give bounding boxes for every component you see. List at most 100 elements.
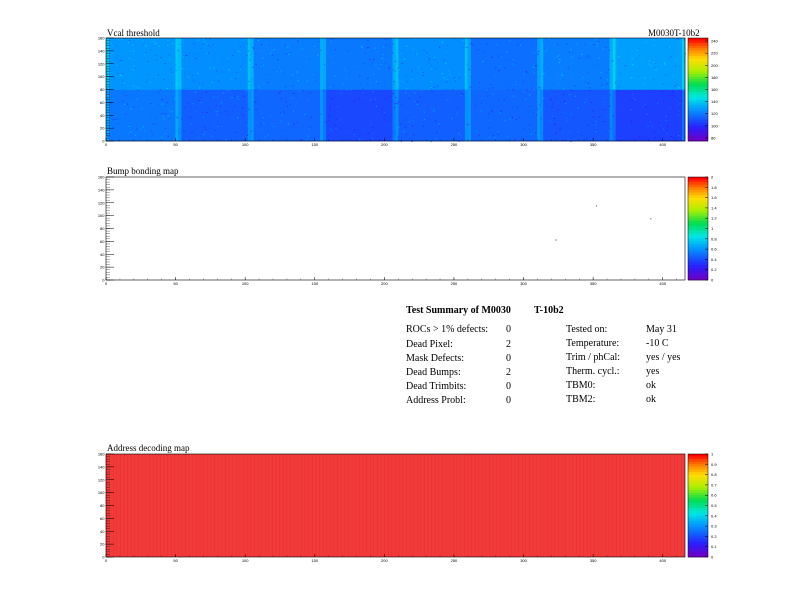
colorbar-band <box>688 464 708 468</box>
pixel-noise <box>204 131 206 133</box>
pixel-noise <box>498 100 500 102</box>
pixel-noise <box>676 90 678 92</box>
colorbar-band <box>688 68 708 72</box>
pixel-noise <box>260 123 262 125</box>
pixel-noise <box>110 103 112 105</box>
pixel-noise <box>375 63 377 65</box>
pixel-noise <box>459 127 461 129</box>
roc-cell <box>250 89 324 142</box>
colorbar-band <box>688 110 708 113</box>
pixel-noise <box>138 89 140 91</box>
pixel-noise <box>393 107 396 109</box>
pixel-noise <box>563 110 565 112</box>
pixel-noise <box>645 106 647 108</box>
pixel-noise <box>149 38 151 40</box>
pixel-noise <box>488 136 491 138</box>
colorbar-band <box>688 474 708 478</box>
pixel-noise <box>661 127 663 129</box>
pixel-noise <box>193 41 195 43</box>
pixel-noise <box>548 119 550 121</box>
pixel-noise <box>393 81 395 83</box>
pixel-noise <box>460 95 462 97</box>
pixel-noise <box>446 81 448 83</box>
pixel-noise <box>293 92 295 94</box>
pixel-noise <box>445 62 447 64</box>
y-tick-label: 160 <box>98 452 105 457</box>
colorbar-band <box>688 459 708 463</box>
summary-heading-right: T-10b2 <box>534 305 564 316</box>
pixel-noise <box>372 101 374 103</box>
pixel-noise <box>558 137 560 139</box>
colorbar-band <box>688 466 708 470</box>
roc-edge <box>609 38 613 90</box>
pixel-noise <box>155 117 157 119</box>
pixel-noise <box>661 90 663 92</box>
colorbar-band <box>688 66 708 70</box>
pixel-noise <box>247 125 249 127</box>
pixel-noise <box>557 109 559 111</box>
pixel-noise <box>609 129 611 131</box>
pixel-noise <box>404 126 407 128</box>
pixel-noise <box>515 104 517 106</box>
pixel-noise <box>405 92 407 94</box>
pixel-noise <box>431 91 433 93</box>
pixel-noise <box>270 38 272 40</box>
pixel-noise <box>195 58 197 60</box>
pixel-noise <box>389 95 392 97</box>
pixel-noise <box>578 115 581 117</box>
pixel-noise <box>283 93 285 95</box>
pixel-noise <box>578 57 580 59</box>
pixel-noise <box>230 117 233 119</box>
pixel-noise <box>185 54 187 56</box>
pixel-noise <box>180 74 182 76</box>
pixel-noise <box>606 71 609 73</box>
pixel-noise <box>662 83 664 85</box>
pixel-noise <box>388 68 391 70</box>
pixel-noise <box>120 111 122 113</box>
pixel-noise <box>183 39 185 41</box>
pixel-noise <box>119 60 121 62</box>
x-tick-label: 250 <box>451 558 458 563</box>
pixel-noise <box>532 88 534 90</box>
colorbar-band <box>688 508 708 511</box>
pixel-noise <box>580 127 582 129</box>
pixel-noise <box>202 116 204 118</box>
pixel-noise <box>205 88 207 90</box>
pixel-noise <box>346 89 348 91</box>
pixel-noise <box>400 123 402 125</box>
pixel-noise <box>180 43 182 45</box>
pixel-noise <box>239 68 241 70</box>
colorbar-band <box>688 513 708 517</box>
pixel-noise <box>314 55 316 57</box>
colorbar-band <box>688 272 708 276</box>
pixel-noise <box>444 51 447 53</box>
pixel-noise <box>297 80 299 82</box>
pixel-noise <box>311 105 313 107</box>
pixel-noise <box>265 74 268 76</box>
pixel-noise <box>543 47 546 49</box>
pixel-noise <box>548 74 550 76</box>
pixel-noise <box>380 67 382 69</box>
pixel-noise <box>190 123 192 125</box>
pixel-noise <box>523 80 525 82</box>
pixel-noise <box>286 105 289 107</box>
pixel-noise <box>181 71 183 73</box>
pixel-noise <box>213 67 215 69</box>
pixel-noise <box>244 112 247 114</box>
pixel-noise <box>489 93 492 95</box>
summary-right-label: Trim / phCal: <box>566 352 621 363</box>
pixel-noise <box>106 88 108 90</box>
pixel-noise <box>153 45 156 47</box>
pixel-noise <box>477 50 479 52</box>
pixel-noise <box>420 107 422 109</box>
pixel-noise <box>668 76 670 78</box>
pixel-noise <box>151 128 153 130</box>
pixel-noise <box>270 123 272 125</box>
pixel-noise <box>446 122 448 124</box>
pixel-noise <box>145 52 147 54</box>
module-id-label: M0030T-10b2 <box>648 28 700 38</box>
pixel-noise <box>178 127 180 129</box>
pixel-noise <box>238 69 240 71</box>
pixel-noise <box>678 38 680 40</box>
pixel-noise <box>536 55 539 57</box>
